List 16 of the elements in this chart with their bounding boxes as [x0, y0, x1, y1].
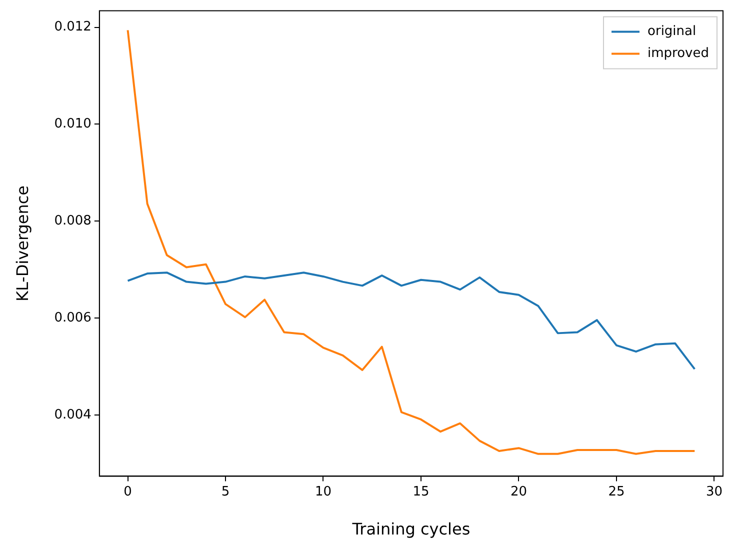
x-axis-title: Training cycles: [351, 520, 470, 539]
x-tick-label: 30: [706, 484, 722, 500]
y-tick-label: 0.006: [54, 310, 92, 326]
y-tick-label: 0.008: [54, 214, 92, 229]
x-tick-label: 5: [221, 484, 230, 500]
legend-label: original: [648, 24, 696, 40]
y-tick-label: 0.010: [54, 116, 92, 132]
x-tick-label: 25: [608, 484, 625, 500]
x-tick-label: 10: [314, 484, 332, 500]
legend-label: improved: [648, 46, 709, 62]
y-tick-label: 0.012: [54, 20, 92, 35]
x-tick-label: 0: [124, 484, 132, 500]
y-axis-title: KL-Divergence: [12, 185, 32, 302]
x-tick-label: 20: [510, 484, 527, 500]
y-tick-label: 0.004: [54, 407, 92, 422]
x-tick-label: 15: [412, 484, 430, 500]
